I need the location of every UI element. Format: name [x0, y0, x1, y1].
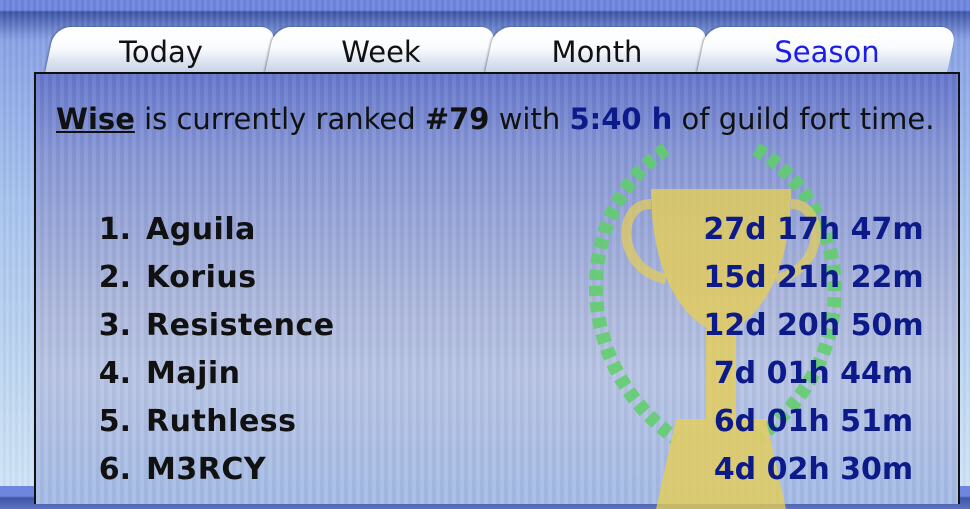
rank-number: 1.: [98, 212, 131, 247]
fort-time: 7d 01h 44m: [713, 356, 914, 391]
tab-label: Week: [341, 34, 421, 69]
player-rank: #79: [424, 102, 490, 136]
guild-name[interactable]: M3RCY: [146, 452, 267, 487]
fort-time: 15d 21h 22m: [703, 260, 924, 295]
rank-number: 3.: [98, 308, 131, 343]
leaderboard-row: 2. Korius 15d 21h 22m: [91, 260, 941, 304]
summary-text: with: [489, 102, 570, 136]
leaderboard-row: 6. M3RCY 4d 02h 30m: [91, 452, 941, 496]
fort-time: 4d 02h 30m: [713, 452, 914, 487]
fort-time: 6d 01h 51m: [713, 404, 914, 439]
fort-time: 12d 20h 50m: [703, 308, 924, 343]
guild-name[interactable]: Aguila: [146, 212, 256, 247]
player-name-link[interactable]: Wise: [56, 102, 135, 136]
tab-label: Today: [119, 34, 203, 69]
leaderboard-row: 5. Ruthless 6d 01h 51m: [91, 404, 941, 448]
guild-name[interactable]: Korius: [146, 260, 257, 295]
leaderboard-panel: Wise is currently ranked #79 with 5:40 h…: [34, 72, 960, 509]
leaderboard-row: 4. Majin 7d 01h 44m: [91, 356, 941, 400]
tab-label: Month: [551, 34, 643, 69]
player-time: 5:40 h: [569, 102, 673, 136]
summary-text: of guild fort time.: [672, 102, 935, 136]
leaderboard-row: 3. Resistence 12d 20h 50m: [91, 308, 941, 352]
guild-name[interactable]: Resistence: [146, 308, 335, 343]
tab-today[interactable]: Today: [45, 27, 277, 72]
rank-summary: Wise is currently ranked #79 with 5:40 h…: [56, 100, 946, 138]
rank-number: 6.: [98, 452, 131, 487]
leaderboard-row: 1. Aguila 27d 17h 47m: [91, 212, 941, 256]
tab-season[interactable]: Season: [697, 27, 957, 72]
guild-name[interactable]: Majin: [146, 356, 241, 391]
tab-week[interactable]: Week: [265, 27, 497, 72]
guild-name[interactable]: Ruthless: [146, 404, 297, 439]
rank-number: 4.: [98, 356, 131, 391]
tab-month[interactable]: Month: [485, 27, 709, 72]
tab-label: Season: [774, 34, 880, 69]
fort-time: 27d 17h 47m: [703, 212, 924, 247]
summary-text: is currently ranked: [134, 102, 425, 136]
rank-number: 5.: [98, 404, 131, 439]
rank-number: 2.: [98, 260, 131, 295]
